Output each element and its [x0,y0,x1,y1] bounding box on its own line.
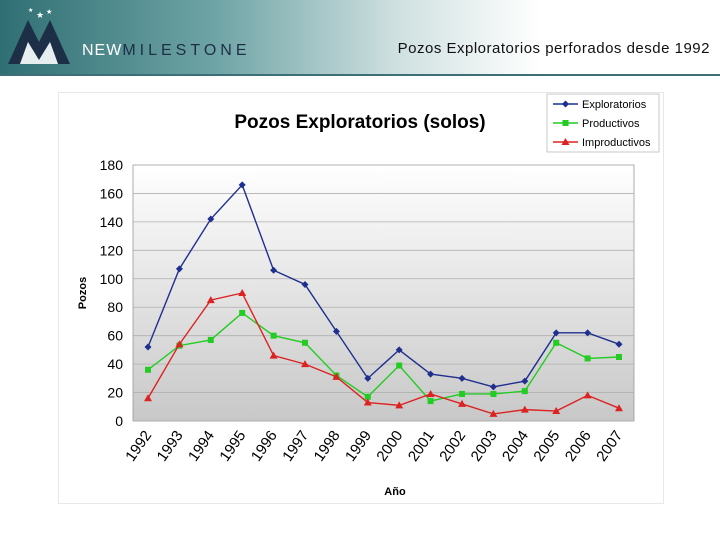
x-tick-label: 2002 [436,428,469,465]
data-point [239,309,246,316]
x-tick-label: 2006 [562,428,595,465]
x-tick-label: 1997 [279,428,312,465]
x-tick-label: 1992 [122,428,155,465]
data-point [459,390,465,397]
logo-prefix: NEW [82,42,123,59]
data-point [458,374,466,382]
y-tick-label: 180 [100,157,124,173]
x-axis-label: Año [384,486,406,498]
data-point [175,340,184,348]
data-point [238,181,246,189]
data-point [332,372,341,380]
y-tick-label: 60 [107,328,123,344]
series-line [147,183,620,388]
data-point [206,296,215,304]
data-point [616,354,622,360]
header-bar: ★ ★ ★ NEWMILESTONE Pozos Exploratorios p… [0,0,720,76]
data-point [270,332,277,339]
data-point [175,265,183,273]
x-tick-label: 2001 [405,428,438,465]
data-point [583,391,592,399]
data-point [396,362,403,369]
data-point [615,404,623,412]
x-tick-label: 1999 [342,428,375,465]
mountain-logo-icon: ★ ★ ★ [8,7,70,64]
data-point [426,389,435,397]
y-axis-label: Pozos [77,277,89,309]
y-tick-label: 40 [107,356,123,372]
y-tick-label: 160 [100,185,124,201]
data-point [238,289,247,296]
legend-label: Productivos [582,118,640,130]
company-logo-text: NEWMILESTONE [82,42,251,60]
data-point [395,401,404,409]
data-point [458,399,466,407]
data-point [552,407,561,415]
x-tick-label: 2004 [499,428,532,465]
series-line [147,292,620,415]
legend: Exploratorios Productivos Improductivos [546,93,660,153]
data-point [520,405,529,413]
svg-text:★: ★ [28,7,33,14]
data-point [301,360,309,368]
series-exploratorios [144,181,623,391]
data-point [490,390,497,397]
data-point [615,340,623,348]
y-tick-label: 120 [100,242,124,258]
x-tick-label: 1996 [248,428,281,465]
data-point [395,346,403,354]
data-point [363,398,372,406]
legend-label: Exploratorios [582,99,647,111]
data-point [364,374,372,382]
x-tick-label: 2000 [373,428,406,465]
data-point [427,398,434,405]
data-point [364,393,371,400]
data-point [489,409,498,417]
x-tick-label: 1998 [311,428,344,465]
x-tick-label: 2007 [593,428,626,465]
data-point [269,351,278,359]
data-point [301,280,309,288]
slide-title: Pozos Exploratorios perforados desde 199… [397,40,710,57]
data-point [489,383,497,391]
data-point [207,215,215,223]
data-point [145,366,151,373]
series-improductivos [144,289,623,417]
data-point [561,138,570,145]
y-tick-label: 100 [100,271,124,287]
header-divider [0,74,720,76]
data-point [332,327,340,335]
data-point [552,329,560,337]
x-tick-label: 1994 [185,428,218,465]
y-tick-label: 0 [115,413,123,429]
chart-title: Pozos Exploratorios (solos) [234,112,485,133]
data-point [144,343,152,351]
x-tick-label: 2003 [468,428,501,465]
x-tick-label: 2005 [530,428,563,465]
data-point [584,329,592,337]
svg-text:★: ★ [46,8,52,16]
plot-background [132,164,635,422]
data-point [207,336,214,343]
data-point [302,339,308,346]
data-point [144,394,152,402]
series-line [147,312,620,402]
svg-text:★: ★ [36,11,44,21]
data-point [521,388,528,395]
x-tick-label: 1995 [216,428,249,465]
data-point [521,377,529,385]
data-point [584,355,591,362]
logo-name: MILESTONE [122,42,251,59]
data-point [562,120,569,126]
legend-label: Improductivos [582,137,651,149]
y-tick-label: 140 [100,214,124,230]
data-point [270,266,278,274]
y-tick-label: 20 [107,385,123,401]
x-tick-label: 1993 [154,428,187,465]
y-tick-label: 80 [107,299,123,315]
data-point [562,100,569,108]
data-point [553,339,560,346]
data-point [427,370,435,378]
